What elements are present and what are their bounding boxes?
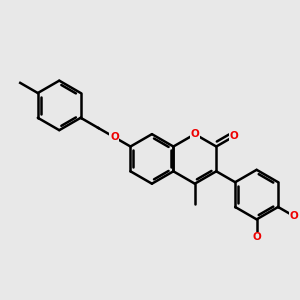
Text: O: O bbox=[110, 132, 119, 142]
Text: O: O bbox=[190, 129, 199, 139]
Text: O: O bbox=[252, 232, 261, 242]
Text: O: O bbox=[230, 131, 238, 141]
Text: O: O bbox=[289, 211, 298, 221]
